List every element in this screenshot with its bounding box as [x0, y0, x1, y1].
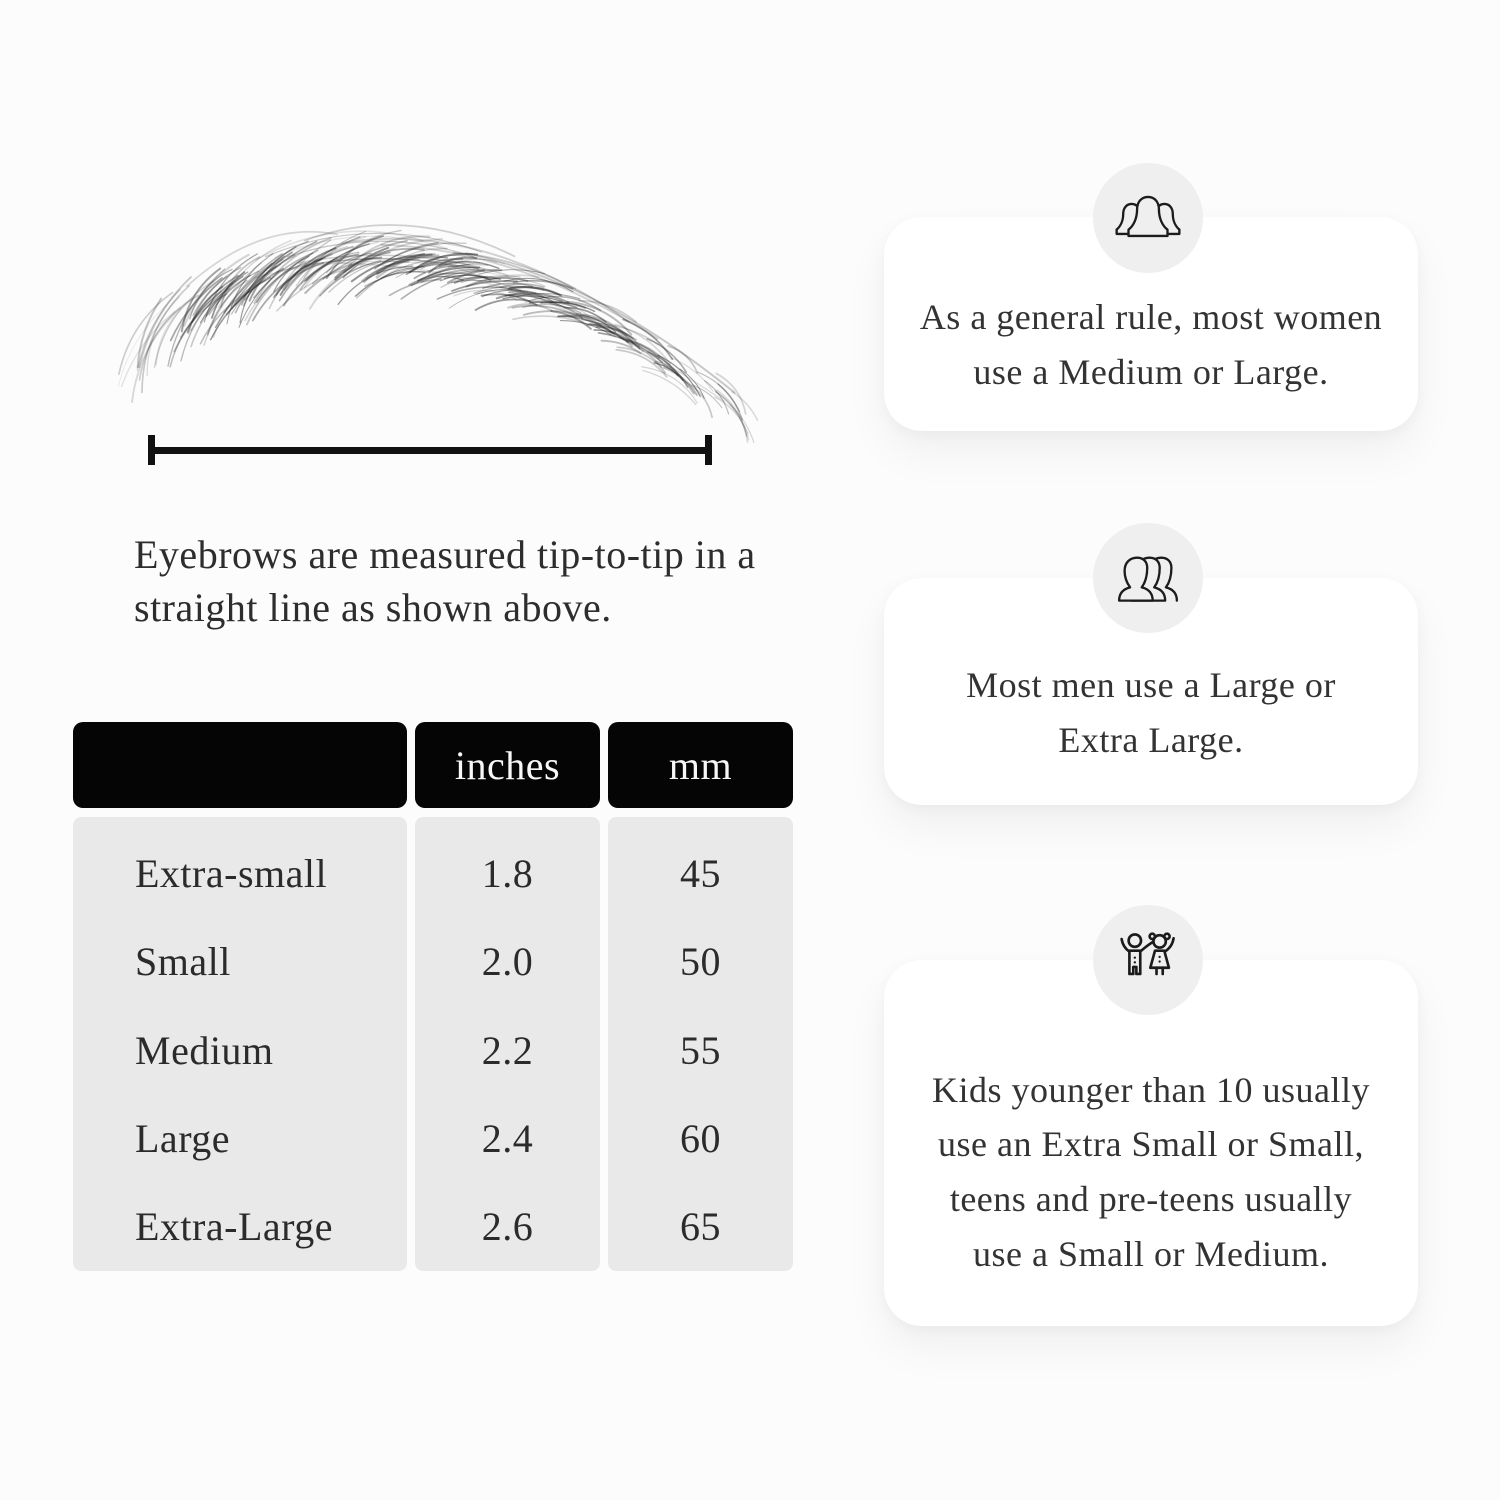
table-mm-column: 45 50 55 60 65 — [608, 817, 793, 1271]
table-row-label: Medium — [135, 1027, 274, 1073]
table-cell-mm: 45 — [680, 850, 721, 896]
size-table: inches mm Extra-small Small Medium Large… — [73, 722, 793, 1271]
table-row-label: Small — [135, 939, 231, 985]
children-icon — [1120, 932, 1175, 976]
info-card-kids: Kids younger than 10 usually use an Extr… — [884, 960, 1418, 1326]
women-icon-circle — [1093, 163, 1203, 273]
kids-icon-circle — [1093, 905, 1203, 1015]
table-cell-inches: 2.4 — [481, 1115, 534, 1161]
measurement-caption: Eyebrows are measured tip-to-tip in a st… — [134, 532, 756, 631]
table-cell-mm: 65 — [680, 1204, 721, 1250]
men-group-icon — [1117, 556, 1179, 602]
table-header-inches: inches — [415, 722, 600, 808]
table-row-label: Extra-Large — [135, 1204, 333, 1250]
table-cell-inches: 2.6 — [481, 1204, 534, 1250]
women-group-icon — [1115, 195, 1181, 238]
table-cell-inches: 2.2 — [481, 1027, 534, 1073]
measure-left-tick — [148, 435, 155, 465]
table-cell-inches: 2.0 — [481, 939, 534, 985]
info-card-men-text: Most men use a Large or Extra Large. — [966, 664, 1336, 760]
table-cell-inches: 1.8 — [481, 850, 534, 896]
info-card-kids-text: Kids younger than 10 usually use an Extr… — [932, 1069, 1370, 1274]
table-cell-mm: 55 — [680, 1027, 721, 1073]
table-header-blank — [73, 722, 407, 808]
measure-bar — [155, 446, 705, 454]
measure-right-tick — [705, 435, 712, 465]
eyebrow-sketch — [117, 224, 759, 443]
table-header-mm: mm — [608, 722, 793, 808]
table-cell-mm: 50 — [680, 939, 721, 985]
info-card-women-text: As a general rule, most women use a Medi… — [919, 297, 1383, 392]
table-row-label: Large — [135, 1115, 231, 1161]
table-inches-column: 1.8 2.0 2.2 2.4 2.6 — [415, 817, 600, 1271]
men-icon-circle — [1093, 523, 1203, 633]
table-labels-column: Extra-small Small Medium Large Extra-Lar… — [73, 817, 407, 1271]
table-cell-mm: 60 — [680, 1115, 721, 1161]
measurement-line — [148, 435, 712, 465]
table-row-label: Extra-small — [135, 850, 328, 896]
